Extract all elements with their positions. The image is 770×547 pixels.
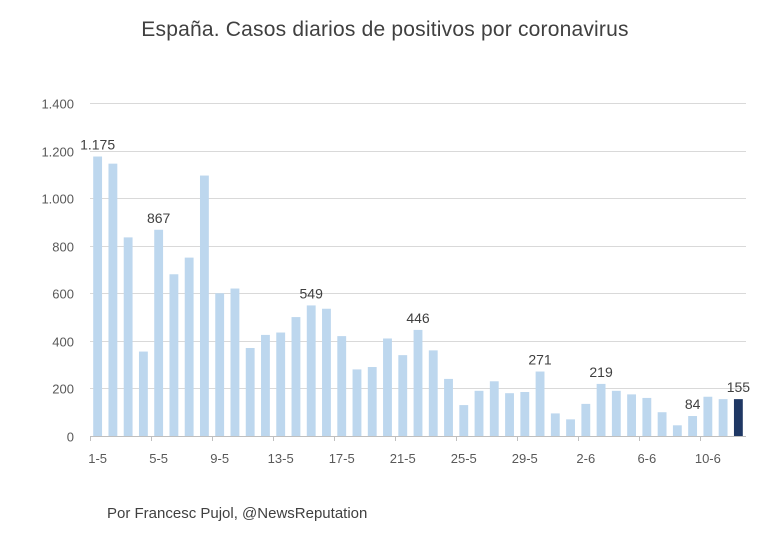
bar [199,175,209,437]
y-tick-label: 1.200 [41,145,74,160]
bar [215,293,225,436]
y-tick-label: 200 [52,382,74,397]
bar [261,334,270,436]
x-tick-label: 21-5 [390,451,416,466]
bar [367,367,377,436]
data-label: 1.175 [80,137,115,153]
y-tick-label: 0 [67,430,74,445]
x-tick-label: 1-5 [88,451,107,466]
bar [352,369,362,436]
axes: 0 200 400 600 800 1.000 1.200 1.400 1-5 5-5 9-5 13-… [41,97,746,466]
data-labels: 1.175 867 549 446 271 219 84 155 [80,137,750,413]
bar [383,338,392,436]
y-tick-label: 400 [52,335,74,350]
data-label: 271 [528,352,552,368]
bar [611,390,621,436]
bar [322,308,331,436]
data-label: 219 [589,364,613,380]
bar [230,288,240,436]
bar [733,399,743,436]
bar [93,156,103,436]
bar [444,378,453,436]
y-tick-label: 800 [52,240,74,255]
bar [688,416,698,436]
bar [123,237,133,436]
bar [276,332,286,436]
bar [642,397,652,436]
x-tick-label: 29-5 [512,451,538,466]
bar [627,394,637,437]
x-tick-label: 6-6 [637,451,656,466]
bar [413,329,423,436]
bar [550,413,560,436]
y-tick-label: 600 [52,287,74,302]
bar [428,350,438,436]
chart-title: España. Casos diarios de positivos por c… [141,18,629,41]
bars [93,156,743,437]
bar [657,412,667,436]
data-label: 155 [727,379,751,395]
bar [566,419,575,436]
bar [291,317,301,436]
bar [489,381,499,436]
bar [184,257,194,436]
data-label: 84 [685,396,701,412]
bar [535,371,545,436]
x-tick-label: 13-5 [268,451,294,466]
bar [337,336,347,436]
x-tick-label: 2-6 [576,451,595,466]
bar [474,390,484,436]
bar [398,355,408,436]
bar [581,403,591,436]
bar [169,274,179,436]
y-tick-label: 1.000 [41,192,74,207]
data-label: 867 [147,210,171,226]
bar [520,392,530,436]
x-tick-label: 9-5 [210,451,229,466]
bar [108,163,118,436]
x-tick-label: 10-6 [695,451,721,466]
bar [596,383,606,436]
x-tick-label: 5-5 [149,451,168,466]
data-label: 549 [300,285,324,301]
bar [245,347,255,436]
bar [703,396,713,436]
bar [718,399,728,436]
x-tick-label: 25-5 [451,451,477,466]
x-tick-label: 17-5 [329,451,355,466]
data-label: 446 [406,310,430,326]
bar [154,229,164,436]
bar [138,351,148,436]
bar [306,305,316,436]
footer-credit: Por Francesc Pujol, @NewsReputation [107,505,368,522]
bar [672,425,682,436]
y-tick-label: 1.400 [41,97,74,112]
bar [505,393,514,436]
bar [459,405,469,436]
